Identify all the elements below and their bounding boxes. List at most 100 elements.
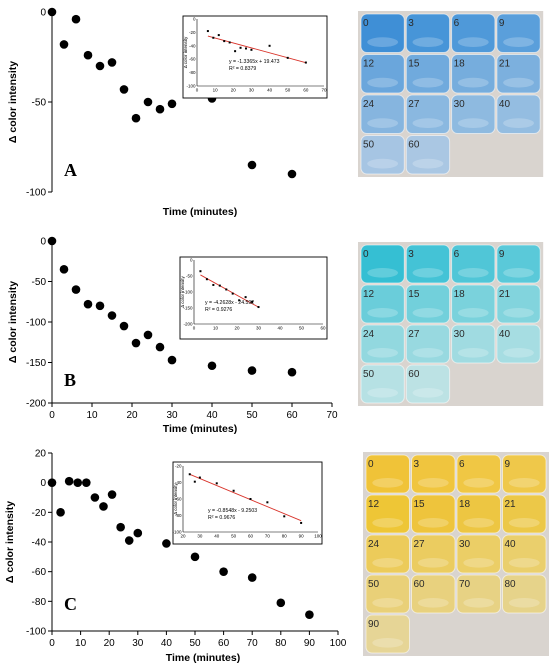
well-label: 15 [414,499,426,510]
inset-x-tick-label: 20 [231,88,237,93]
inset-data-point [198,476,201,479]
well-label: 80 [505,579,517,590]
inset-x-tick-label: 30 [197,534,203,539]
inset-frame [179,256,328,340]
inset-x-tick-label: 60 [303,88,309,93]
well-highlight [412,308,444,318]
well [451,284,496,324]
well [411,574,456,614]
x-tick-label: 50 [246,410,258,421]
inset-data-point [212,283,215,286]
well-highlight [412,388,444,398]
data-point [47,7,57,17]
well [405,54,451,94]
data-point [107,490,117,499]
inset-y-tick-label: -20 [175,464,182,469]
well [360,364,405,404]
well [360,13,405,53]
inset-data-point [234,50,237,53]
data-point [107,58,117,67]
well-highlight [367,308,399,318]
well-highlight [412,77,444,88]
well-highlight [417,598,449,608]
well-highlight [417,478,449,488]
well-label: 12 [368,499,380,510]
data-point [99,502,108,511]
inset-y-tick-label: -80 [175,513,182,518]
data-point [207,361,217,371]
y-tick-label: -100 [26,188,46,199]
well [360,324,405,364]
inset-x-tick-label: 0 [193,326,196,331]
well [360,54,405,94]
well-label: 40 [505,539,517,550]
well-label: 24 [363,99,375,110]
data-point [71,285,81,294]
inset-data-point [206,30,209,33]
data-point [59,40,69,49]
y-tick-label: 0 [40,478,46,489]
well [456,494,501,534]
well-highlight [463,558,495,568]
well [405,284,451,324]
inset-x-tick-label: 20 [180,534,186,539]
well-label: 21 [505,499,517,510]
data-point [71,14,81,24]
x-tick-label: 30 [132,638,144,649]
y-axis-label: Δ color intensity [7,61,19,143]
y-tick-label: 0 [40,8,46,19]
inset-x-tick-label: 20 [234,326,240,331]
data-point [247,573,257,582]
inset-chart: 20 30 40 50 60 70 80 90 100 -20 -40 -60 -80 -100 Δ col… [172,461,323,545]
well-highlight [457,268,489,278]
inset-data-point [244,296,247,299]
data-point [47,236,57,246]
data-point [90,493,100,502]
inset-data-point [193,480,196,483]
data-point [47,478,57,487]
inset-data-point [249,498,252,500]
well [451,244,496,284]
well [451,324,496,364]
well-highlight [412,268,444,278]
data-point [95,61,105,71]
x-tick-label: 20 [104,638,116,649]
data-point [219,567,228,576]
inset-r-squared: R² = 0.9276 [205,307,232,313]
well [365,494,410,534]
well [411,534,456,574]
panel-letter: A [64,160,77,180]
well-highlight [412,158,444,169]
inset-data-point [228,41,231,44]
well-highlight [457,37,489,48]
well-highlight [463,478,495,488]
well [496,284,541,324]
well [405,94,451,134]
well-label: 18 [459,499,471,510]
x-tick-label: 40 [161,638,173,649]
well-label: 60 [408,369,420,380]
well-highlight [372,638,404,648]
inset-y-tick-label: -100 [183,290,193,295]
inset-data-point [268,44,271,47]
well-highlight [412,118,444,129]
inset-data-point [250,48,253,51]
well-label: 24 [368,539,380,550]
x-tick-label: 70 [326,410,338,421]
data-point [131,338,141,348]
well [496,54,541,94]
inset-x-tick-label: 100 [314,534,322,539]
well-label: 27 [414,539,426,550]
well-label: 70 [459,579,471,590]
inset-y-axis-label: Δ color intensity [183,36,188,68]
well-label: 6 [459,459,465,470]
well-highlight [367,77,399,88]
well-highlight [463,518,495,528]
inset-data-point [215,482,218,485]
inset-x-tick-label: 30 [256,326,262,331]
well-label: 15 [408,59,420,70]
well-label: 12 [363,289,375,300]
y-tick-label: -100 [26,627,46,638]
well-label: 40 [499,99,511,110]
